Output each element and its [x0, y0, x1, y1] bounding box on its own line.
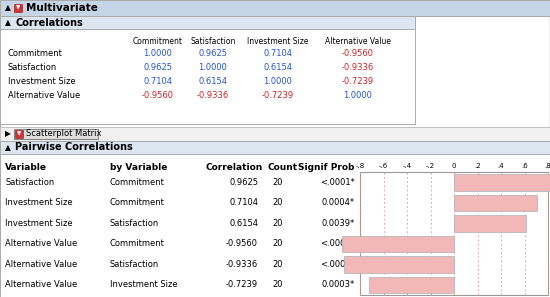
- Text: Satisfaction: Satisfaction: [110, 260, 160, 269]
- Bar: [454, 215, 526, 231]
- Text: Variable: Variable: [5, 163, 47, 172]
- Text: ▲: ▲: [5, 143, 11, 152]
- Text: Commitment: Commitment: [110, 239, 165, 248]
- Text: Investment Size: Investment Size: [5, 198, 73, 207]
- Text: 0.0003*: 0.0003*: [322, 280, 355, 289]
- Bar: [0, 141, 550, 154]
- Text: Pairwise Correlations: Pairwise Correlations: [15, 143, 133, 152]
- Text: Alternative Value: Alternative Value: [8, 91, 80, 100]
- Text: Investment Size: Investment Size: [5, 219, 73, 228]
- Text: ▲: ▲: [5, 18, 11, 27]
- Text: 20: 20: [273, 239, 283, 248]
- Text: -0.9336: -0.9336: [226, 260, 258, 269]
- Text: Alternative Value: Alternative Value: [325, 37, 391, 46]
- Text: 0.9625: 0.9625: [199, 50, 228, 59]
- Text: -.4: -.4: [403, 163, 411, 169]
- Text: 20: 20: [273, 260, 283, 269]
- Text: -0.9560: -0.9560: [342, 50, 374, 59]
- Text: 0.6154: 0.6154: [199, 78, 228, 86]
- Text: -0.7239: -0.7239: [226, 280, 258, 289]
- Text: <.0001*: <.0001*: [320, 178, 355, 187]
- Text: 0.7104: 0.7104: [263, 50, 293, 59]
- Text: ▼: ▼: [17, 132, 21, 137]
- Text: 0.0039*: 0.0039*: [322, 219, 355, 228]
- Text: -0.9336: -0.9336: [342, 64, 374, 72]
- Bar: [0, 16, 415, 29]
- Text: Satisfaction: Satisfaction: [5, 178, 54, 187]
- Text: Multivariate: Multivariate: [26, 3, 98, 13]
- Text: .2: .2: [474, 163, 481, 169]
- Text: 0.7104: 0.7104: [144, 78, 173, 86]
- Text: -.8: -.8: [355, 163, 365, 169]
- Text: Scatterplot Matrix: Scatterplot Matrix: [26, 129, 102, 138]
- Text: -.2: -.2: [426, 163, 435, 169]
- Text: 1.0000: 1.0000: [263, 78, 293, 86]
- Text: 1.0000: 1.0000: [144, 50, 173, 59]
- Bar: [454, 195, 537, 211]
- Text: <.0001*: <.0001*: [320, 239, 355, 248]
- Bar: [454, 174, 550, 190]
- Text: Satisfaction: Satisfaction: [8, 64, 57, 72]
- Bar: [0, 154, 550, 297]
- Text: 1.0000: 1.0000: [199, 64, 228, 72]
- Text: -0.7239: -0.7239: [262, 91, 294, 100]
- Text: 20: 20: [273, 280, 283, 289]
- Text: 0.7104: 0.7104: [229, 198, 258, 207]
- Text: Satisfaction: Satisfaction: [190, 37, 236, 46]
- Text: Correlations: Correlations: [15, 18, 82, 28]
- Bar: [14, 4, 22, 12]
- Bar: [0, 29, 415, 124]
- Text: Correlation: Correlation: [205, 163, 262, 172]
- Text: 0: 0: [452, 163, 456, 169]
- Text: 1.0000: 1.0000: [344, 91, 372, 100]
- Text: Investment Size: Investment Size: [110, 280, 178, 289]
- Text: ▶: ▶: [5, 129, 11, 138]
- Text: 0.9625: 0.9625: [229, 178, 258, 187]
- Text: 20: 20: [273, 178, 283, 187]
- Text: .8: .8: [544, 163, 550, 169]
- Text: 0.0004*: 0.0004*: [322, 198, 355, 207]
- Text: Investment Size: Investment Size: [248, 37, 309, 46]
- Text: -0.9560: -0.9560: [226, 239, 258, 248]
- Text: 0.6154: 0.6154: [263, 64, 293, 72]
- Text: 0.9625: 0.9625: [144, 64, 173, 72]
- Text: -0.9336: -0.9336: [197, 91, 229, 100]
- Text: -0.7239: -0.7239: [342, 78, 374, 86]
- Bar: [342, 236, 454, 252]
- Text: 0.6154: 0.6154: [229, 219, 258, 228]
- Bar: [369, 277, 454, 293]
- Text: Commitment: Commitment: [110, 178, 165, 187]
- Text: Commitment: Commitment: [133, 37, 183, 46]
- Bar: [14, 129, 98, 139]
- Text: -0.9560: -0.9560: [142, 91, 174, 100]
- Bar: [15, 130, 23, 138]
- Bar: [0, 0, 550, 16]
- Text: -.6: -.6: [379, 163, 388, 169]
- Text: <.0001*: <.0001*: [320, 260, 355, 269]
- Text: .6: .6: [521, 163, 528, 169]
- Text: ▼: ▼: [16, 6, 20, 10]
- Bar: [360, 172, 548, 295]
- Text: Commitment: Commitment: [110, 198, 165, 207]
- Text: .4: .4: [498, 163, 504, 169]
- Bar: [344, 256, 454, 273]
- Text: Alternative Value: Alternative Value: [5, 260, 77, 269]
- Bar: [0, 127, 550, 141]
- Text: Count: Count: [268, 163, 298, 172]
- Text: Alternative Value: Alternative Value: [5, 239, 77, 248]
- Text: Signif Prob: Signif Prob: [298, 163, 354, 172]
- Text: by Variable: by Variable: [110, 163, 167, 172]
- Text: ▲: ▲: [5, 4, 11, 12]
- Text: Satisfaction: Satisfaction: [110, 219, 160, 228]
- Text: Investment Size: Investment Size: [8, 78, 76, 86]
- Text: 20: 20: [273, 219, 283, 228]
- Text: Commitment: Commitment: [8, 50, 63, 59]
- Text: 20: 20: [273, 198, 283, 207]
- Text: Alternative Value: Alternative Value: [5, 280, 77, 289]
